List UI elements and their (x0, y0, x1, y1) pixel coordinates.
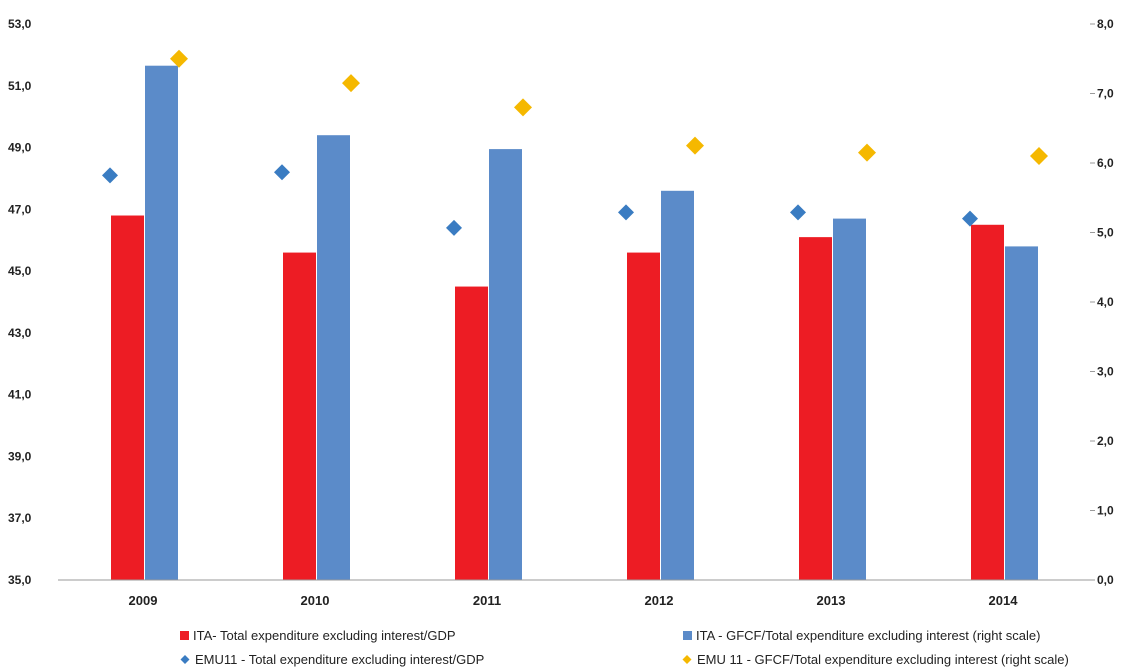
x-tick-label: 2010 (301, 593, 330, 608)
marker-emu11-gfcf (686, 136, 704, 155)
bar-ita-gfcf (145, 65, 178, 580)
x-axis: 2009 2010 2011 2012 2013 2014 (129, 593, 1019, 608)
right-tick-label: 6,0 (1097, 156, 1114, 170)
right-tick-label: 4,0 (1097, 295, 1114, 309)
markers (102, 49, 1048, 236)
marker-emu11-gfcf (858, 143, 876, 162)
bar-ita-gfcf (833, 218, 866, 580)
legend-label: ITA- Total expenditure excluding interes… (193, 628, 456, 643)
right-tick-label: 1,0 (1097, 504, 1114, 518)
left-tick-label: 47,0 (8, 202, 32, 216)
legend: ITA- Total expenditure excluding interes… (180, 628, 1069, 667)
legend-item-ita-expenditure[interactable]: ITA- Total expenditure excluding interes… (180, 628, 456, 643)
bar-ita-expenditure (971, 224, 1004, 580)
right-tick-label: 8,0 (1097, 17, 1114, 31)
bar-ita-expenditure (283, 252, 316, 581)
left-tick-label: 49,0 (8, 141, 32, 155)
bar-ita-gfcf (661, 190, 694, 581)
right-tick-label: 0,0 (1097, 573, 1114, 587)
left-tick-label: 53,0 (8, 17, 32, 31)
marker-emu11-gfcf (342, 74, 360, 93)
legend-swatch-red (180, 631, 189, 640)
right-tick-label: 2,0 (1097, 434, 1114, 448)
marker-emu11-expenditure (102, 167, 118, 184)
right-axis: 0,0 1,0 2,0 3,0 4,0 5,0 6,0 7,0 8,0 (1090, 17, 1114, 587)
bar-ita-gfcf (317, 135, 350, 580)
right-tick-label: 3,0 (1097, 365, 1114, 379)
legend-swatch-blue (683, 631, 692, 640)
marker-emu11-expenditure (618, 204, 634, 221)
x-tick-label: 2009 (129, 593, 158, 608)
left-tick-label: 39,0 (8, 449, 32, 463)
legend-label: EMU11 - Total expenditure excluding inte… (195, 652, 484, 667)
bar-ita-expenditure (627, 252, 660, 581)
legend-item-emu11-gfcf[interactable]: EMU 11 - GFCF/Total expenditure excludin… (682, 652, 1069, 667)
x-tick-label: 2011 (473, 593, 501, 608)
bar-ita-gfcf (1005, 246, 1038, 580)
x-tick-label: 2014 (989, 593, 1019, 608)
x-tick-label: 2012 (645, 593, 674, 608)
bars (111, 65, 1038, 581)
marker-emu11-expenditure (962, 210, 978, 227)
bar-ita-expenditure (111, 215, 144, 580)
legend-item-ita-gfcf[interactable]: ITA - GFCF/Total expenditure excluding i… (683, 628, 1040, 643)
marker-emu11-expenditure (446, 219, 462, 236)
bar-ita-gfcf (489, 149, 522, 580)
legend-label: ITA - GFCF/Total expenditure excluding i… (696, 628, 1040, 643)
marker-emu11-gfcf (1030, 147, 1048, 166)
left-tick-label: 43,0 (8, 326, 32, 340)
right-tick-label: 7,0 (1097, 87, 1114, 101)
left-tick-label: 41,0 (8, 388, 32, 402)
marker-emu11-gfcf (514, 98, 532, 117)
marker-emu11-expenditure (790, 204, 806, 221)
left-tick-label: 37,0 (8, 511, 32, 525)
legend-diamond-blue (180, 655, 190, 664)
left-tick-label: 45,0 (8, 264, 32, 278)
legend-diamond-gold (682, 655, 692, 664)
right-tick-label: 5,0 (1097, 226, 1114, 240)
left-axis: 35,0 37,0 39,0 41,0 43,0 45,0 47,0 49,0 51,0 53,0 (8, 17, 32, 587)
marker-emu11-gfcf (170, 49, 188, 68)
x-tick-label: 2013 (817, 593, 846, 608)
marker-emu11-expenditure (274, 164, 290, 181)
legend-label: EMU 11 - GFCF/Total expenditure excludin… (697, 652, 1069, 667)
left-tick-label: 51,0 (8, 79, 32, 93)
legend-item-emu11-expenditure[interactable]: EMU11 - Total expenditure excluding inte… (180, 652, 485, 667)
bar-ita-expenditure (455, 286, 488, 580)
bar-ita-expenditure (799, 237, 832, 580)
left-tick-label: 35,0 (8, 573, 32, 587)
